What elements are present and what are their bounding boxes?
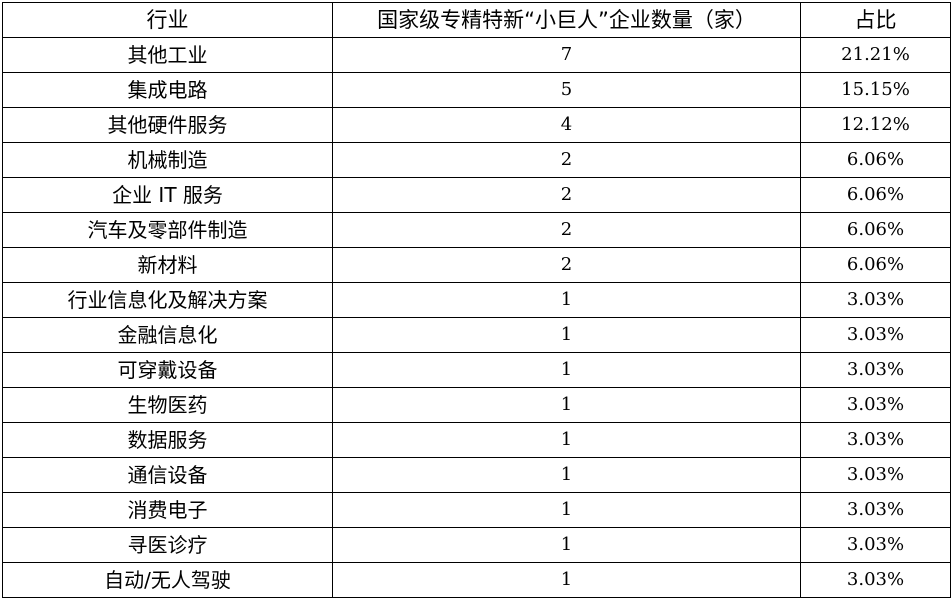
industry-cell: 机械制造 [2, 142, 333, 178]
count-cell: 2 [332, 177, 801, 213]
table-row: 通信设备 1 3.03% [2, 457, 951, 493]
industry-cell: 汽车及零部件制造 [2, 212, 333, 248]
share-cell: 3.03% [800, 282, 951, 318]
table-row: 消费电子 1 3.03% [2, 492, 951, 528]
share-cell: 6.06% [800, 177, 951, 213]
industry-cell: 其他硬件服务 [2, 107, 333, 143]
table-row: 集成电路 5 15.15% [2, 72, 951, 108]
share-cell: 3.03% [800, 562, 951, 598]
industry-cell: 通信设备 [2, 457, 333, 493]
share-cell: 3.03% [800, 317, 951, 353]
share-cell: 6.06% [800, 142, 951, 178]
industry-cell: 集成电路 [2, 72, 333, 108]
industry-cell: 数据服务 [2, 422, 333, 458]
share-cell: 3.03% [800, 422, 951, 458]
share-cell: 3.03% [800, 352, 951, 388]
count-cell: 5 [332, 72, 801, 108]
table-row: 数据服务 1 3.03% [2, 422, 951, 458]
count-cell: 1 [332, 527, 801, 563]
count-cell: 1 [332, 317, 801, 353]
count-cell: 2 [332, 247, 801, 283]
count-cell: 1 [332, 562, 801, 598]
table-row: 其他工业 7 21.21% [2, 37, 951, 73]
industry-cell: 消费电子 [2, 492, 333, 528]
count-cell: 7 [332, 37, 801, 73]
table-row: 机械制造 2 6.06% [2, 142, 951, 178]
count-cell: 1 [332, 387, 801, 423]
header-share: 占比 [800, 2, 951, 38]
table-row: 生物医药 1 3.03% [2, 387, 951, 423]
table-row: 金融信息化 1 3.03% [2, 317, 951, 353]
table-row: 自动/无人驾驶 1 3.03% [2, 562, 951, 598]
industry-cell: 新材料 [2, 247, 333, 283]
header-count: 国家级专精特新“小巨人”企业数量（家） [332, 2, 801, 38]
count-cell: 1 [332, 457, 801, 493]
share-cell: 6.06% [800, 247, 951, 283]
table-row: 企业 IT 服务 2 6.06% [2, 177, 951, 213]
industry-cell: 其他工业 [2, 37, 333, 73]
share-cell: 12.12% [800, 107, 951, 143]
industry-cell: 企业 IT 服务 [2, 177, 333, 213]
share-cell: 3.03% [800, 527, 951, 563]
industry-cell: 金融信息化 [2, 317, 333, 353]
industry-cell: 行业信息化及解决方案 [2, 282, 333, 318]
count-cell: 1 [332, 352, 801, 388]
industry-cell: 生物医药 [2, 387, 333, 423]
count-cell: 4 [332, 107, 801, 143]
count-cell: 1 [332, 422, 801, 458]
count-cell: 1 [332, 282, 801, 318]
count-cell: 2 [332, 142, 801, 178]
header-industry: 行业 [2, 2, 333, 38]
table-row: 其他硬件服务 4 12.12% [2, 107, 951, 143]
table-row: 寻医诊疗 1 3.03% [2, 527, 951, 563]
share-cell: 3.03% [800, 457, 951, 493]
table-row: 新材料 2 6.06% [2, 247, 951, 283]
count-cell: 2 [332, 212, 801, 248]
industry-cell: 寻医诊疗 [2, 527, 333, 563]
count-cell: 1 [332, 492, 801, 528]
table-row: 行业信息化及解决方案 1 3.03% [2, 282, 951, 318]
share-cell: 3.03% [800, 492, 951, 528]
share-cell: 6.06% [800, 212, 951, 248]
table-row: 可穿戴设备 1 3.03% [2, 352, 951, 388]
share-cell: 21.21% [800, 37, 951, 73]
share-cell: 3.03% [800, 387, 951, 423]
share-cell: 15.15% [800, 72, 951, 108]
header-row: 行业 国家级专精特新“小巨人”企业数量（家） 占比 [2, 2, 951, 38]
table-row: 汽车及零部件制造 2 6.06% [2, 212, 951, 248]
industry-cell: 自动/无人驾驶 [2, 562, 333, 598]
industry-cell: 可穿戴设备 [2, 352, 333, 388]
